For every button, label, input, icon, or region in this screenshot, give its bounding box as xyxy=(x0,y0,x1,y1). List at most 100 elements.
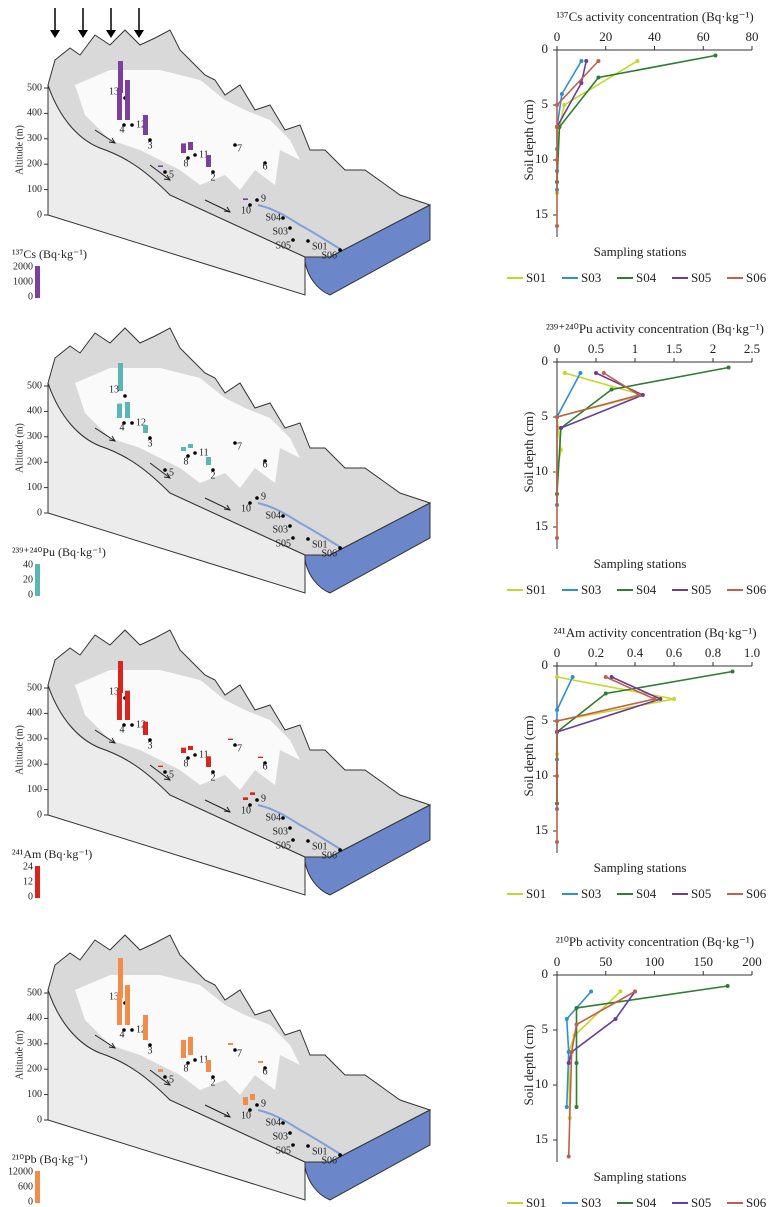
site-dot xyxy=(148,738,152,742)
concentration-bar xyxy=(125,985,130,1025)
concentration-bar xyxy=(206,756,211,767)
site-dot xyxy=(130,421,134,425)
profile-line xyxy=(556,372,641,538)
altitude-tick-label: 400 xyxy=(27,108,42,119)
site-label: S04 xyxy=(265,510,281,521)
flow-arrow-head xyxy=(223,206,231,213)
site-label: 11 xyxy=(199,1054,209,1065)
site-dot xyxy=(263,161,267,165)
profile-point xyxy=(596,59,601,63)
site-label: 2 xyxy=(211,772,216,783)
site-label: 5 xyxy=(169,169,174,180)
profile-point xyxy=(574,1061,579,1065)
x-tick-label: 100 xyxy=(645,954,665,969)
legend-bar xyxy=(35,266,40,298)
site-dot xyxy=(306,239,310,243)
site-label: 13 xyxy=(109,991,119,1002)
site-label: S04 xyxy=(265,812,281,823)
altitude-label: Altitude (m) xyxy=(14,1030,25,1080)
concentration-bar xyxy=(118,363,123,391)
site-label: 7 xyxy=(237,143,242,154)
legend-tick-label: 0 xyxy=(28,291,33,302)
altitude-tick-label: 500 xyxy=(27,987,42,998)
legend-title: Sampling stations xyxy=(594,860,687,875)
profile-point xyxy=(564,1017,569,1021)
profile-point xyxy=(555,103,559,107)
site-label: 12 xyxy=(136,1024,146,1035)
legend-entry: S01 xyxy=(526,270,546,285)
altitude-tick-label: 200 xyxy=(27,758,42,769)
legend-bar xyxy=(35,564,40,596)
legend-entry: S05 xyxy=(691,270,711,285)
profile-point xyxy=(555,224,559,228)
legend-label: ²³⁹⁺²⁴⁰Pu (Bq·kg⁻¹) xyxy=(12,545,106,559)
x-tick-label: 1.5 xyxy=(666,341,682,356)
site-label: S06 xyxy=(321,850,337,861)
legend-entry: S05 xyxy=(691,1195,711,1207)
concentration-bar xyxy=(181,447,186,451)
x-tick-label: 0.4 xyxy=(627,645,644,660)
site-label: S05 xyxy=(275,538,291,549)
site-label: 6 xyxy=(263,1066,268,1077)
profile-point xyxy=(574,1006,579,1010)
flow-arrow-head xyxy=(108,137,116,144)
site-dot xyxy=(338,848,342,852)
concentration-bar xyxy=(228,738,233,740)
x-tick-label: 80 xyxy=(746,29,759,44)
depth-profile-chart: 0 0.2 0.4 0.6 0.8 1.0 0 5 10 15 ²⁴¹Am activity con… xyxy=(507,625,767,901)
site-dot xyxy=(122,723,126,727)
concentration-bar xyxy=(158,1069,163,1072)
profile-point xyxy=(613,1017,618,1021)
profile-point xyxy=(652,697,657,701)
x-tick-label: 0 xyxy=(554,645,561,660)
profile-point xyxy=(730,669,735,674)
site-label: 8 xyxy=(184,758,189,769)
snowfield xyxy=(75,975,300,1095)
site-dot xyxy=(255,496,259,500)
altitude-tick-label: 200 xyxy=(27,158,42,169)
altitude-tick-label: 300 xyxy=(27,133,42,144)
altitude-tick-label: 500 xyxy=(27,682,42,693)
site-dot xyxy=(288,524,292,528)
site-dot xyxy=(211,468,215,472)
profile-point xyxy=(603,691,608,696)
legend-entry: S01 xyxy=(526,1195,546,1207)
legend-tick-label: 12 xyxy=(23,876,33,887)
site-dot xyxy=(186,756,190,760)
concentration-bar xyxy=(188,746,193,750)
y-tick-label: 0 xyxy=(542,41,549,56)
site-label: 4 xyxy=(120,1029,125,1040)
site-dot xyxy=(291,536,295,540)
concentration-bar xyxy=(125,80,130,120)
y-tick-label: 10 xyxy=(535,1076,548,1091)
altitude-tick-label: 200 xyxy=(27,456,42,467)
altitude-tick-label: 100 xyxy=(27,1089,42,1100)
river xyxy=(257,804,343,851)
profile-point xyxy=(555,125,559,129)
site-label: 3 xyxy=(148,1045,153,1056)
site-dot xyxy=(306,537,310,541)
profile-point xyxy=(566,1154,571,1159)
profile-point xyxy=(559,92,564,96)
y-tick-label: 15 xyxy=(535,822,548,837)
site-dot xyxy=(186,1061,190,1065)
concentration-bar xyxy=(243,1097,248,1105)
x-tick-label: 0.5 xyxy=(588,341,604,356)
water-body xyxy=(304,502,431,594)
site-label: S05 xyxy=(275,1145,291,1156)
site-dot xyxy=(233,743,237,747)
concentration-bar xyxy=(118,958,123,998)
site-dot xyxy=(263,1066,267,1070)
profile-point xyxy=(594,371,598,375)
concentration-bar xyxy=(125,690,130,720)
river xyxy=(257,502,343,549)
site-label: 7 xyxy=(237,1048,242,1059)
site-dot xyxy=(291,838,295,842)
x-tick-label: 0 xyxy=(554,954,561,969)
concentration-bar xyxy=(143,115,148,135)
profile-point xyxy=(555,708,559,712)
altitude-tick-label: 300 xyxy=(27,733,42,744)
input-arrow-head xyxy=(134,30,144,38)
concentration-bar xyxy=(125,402,130,418)
